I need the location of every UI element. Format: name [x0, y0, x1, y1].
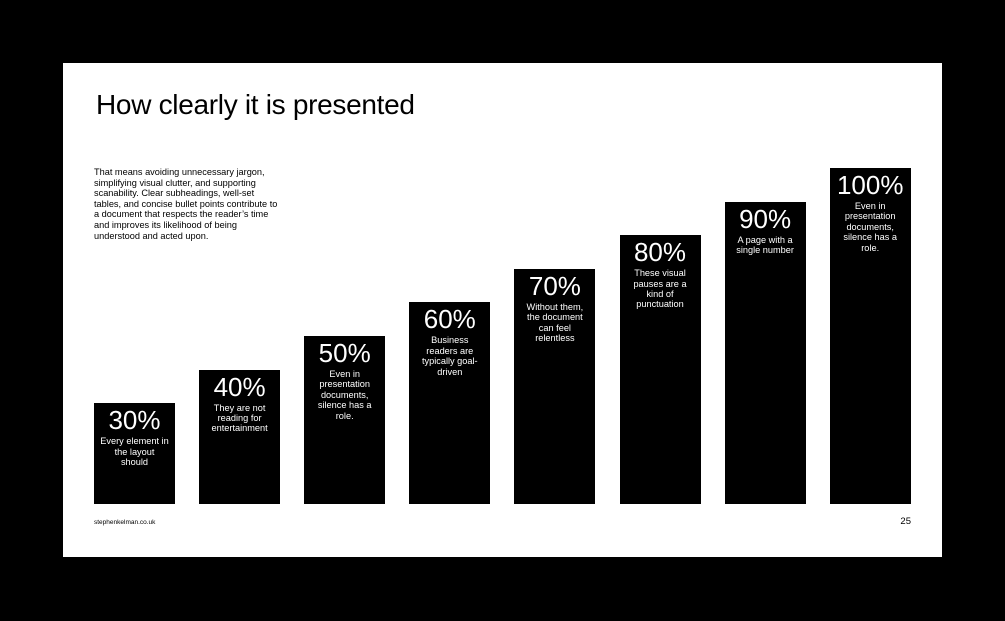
- bar-7: 90% A page with a single number: [724, 201, 806, 504]
- bar-2: 40% They are not reading for entertainmen…: [199, 369, 281, 504]
- bar-value-label: 50%: [318, 338, 371, 368]
- bar-caption: A page with a single number: [736, 234, 794, 255]
- bar-4: 60% Business readers are typically goal-d…: [409, 302, 491, 504]
- bar-value-label: 100%: [836, 170, 904, 200]
- bar-value-label: 80%: [633, 237, 687, 268]
- bar-caption: Even in presentation documents, silence …: [843, 201, 897, 253]
- bar-8: 100% Even in presentation documents, sile…: [829, 168, 911, 504]
- bar-value-label: 30%: [108, 405, 161, 436]
- bar-value-label: 40%: [213, 371, 266, 402]
- page-number: 25: [900, 516, 911, 527]
- bar-caption: These visual pauses are a kind of punctu…: [633, 268, 687, 310]
- bar-caption: Without them, the document can feel rele…: [526, 301, 584, 344]
- body-paragraph: That means avoiding unnecessary jargon, …: [94, 167, 278, 241]
- bar-value-label: 60%: [423, 304, 476, 335]
- slide-title: How clearly it is presented: [96, 89, 415, 120]
- bar-caption: Every element in the layout should: [100, 436, 169, 467]
- bar-1: 30% Every element in the layout should: [94, 403, 175, 504]
- bar-5: 70% Without them, the document can feel r…: [514, 268, 596, 504]
- bar-caption: Business readers are typically goal-driv…: [421, 335, 478, 377]
- bar-value-label: 70%: [528, 270, 581, 301]
- bar-6: 80% These visual pauses are a kind of pun…: [619, 235, 701, 504]
- bar-3: 50% Even in presentation documents, silen…: [304, 336, 386, 504]
- bar-value-label: 90%: [739, 203, 792, 234]
- footer-source: stephenkelman.co.uk: [94, 519, 156, 526]
- bar-caption: Even in presentation documents, silence …: [317, 369, 372, 421]
- bar-caption: They are not reading for entertainment: [211, 402, 268, 434]
- slide: How clearly it is presented That means a…: [63, 63, 942, 557]
